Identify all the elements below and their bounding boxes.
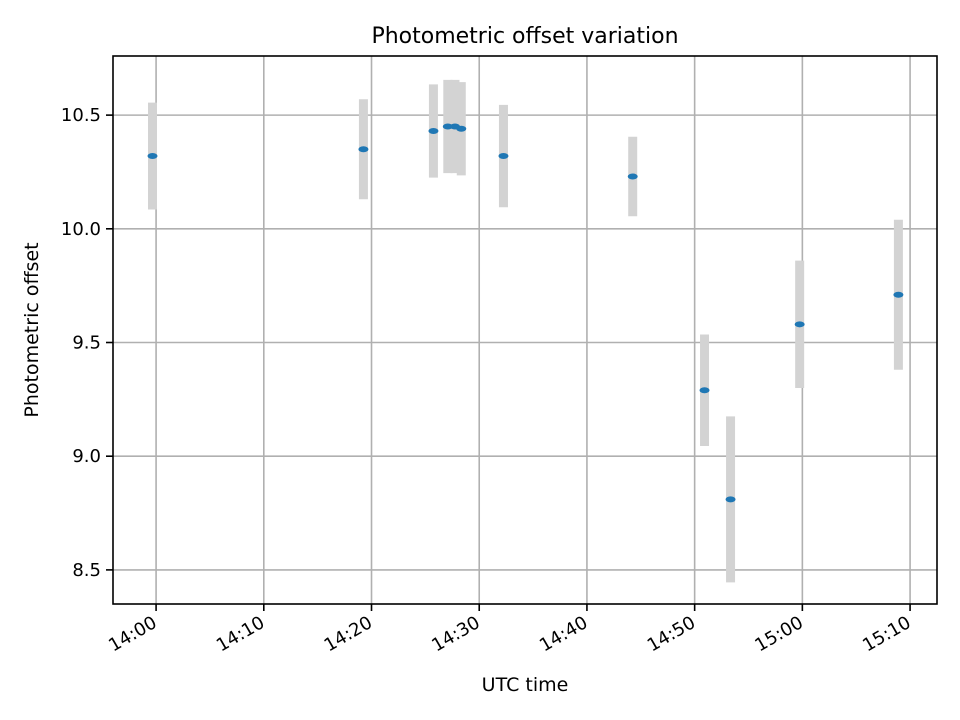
data-point (358, 146, 369, 153)
y-tick-label: 8.5 (72, 560, 101, 581)
data-point (147, 153, 158, 160)
data-point (893, 291, 904, 298)
data-point (627, 173, 638, 180)
y-tick-label: 10.5 (61, 105, 101, 126)
data-points (147, 123, 904, 503)
y-axis-label: Photometric offset (21, 242, 43, 417)
y-tick-label: 9.0 (72, 446, 101, 467)
data-point (456, 125, 467, 132)
y-tick-label: 10.0 (61, 219, 101, 240)
chart-title: Photometric offset variation (371, 24, 678, 49)
data-point (699, 387, 710, 394)
data-point (428, 128, 439, 135)
data-point (498, 153, 509, 160)
plot-frame (112, 55, 938, 605)
data-point (725, 496, 736, 503)
data-point (442, 123, 453, 130)
y-tick-label: 9.5 (72, 333, 101, 354)
data-point (794, 321, 805, 328)
x-axis-label: UTC time (482, 674, 569, 696)
